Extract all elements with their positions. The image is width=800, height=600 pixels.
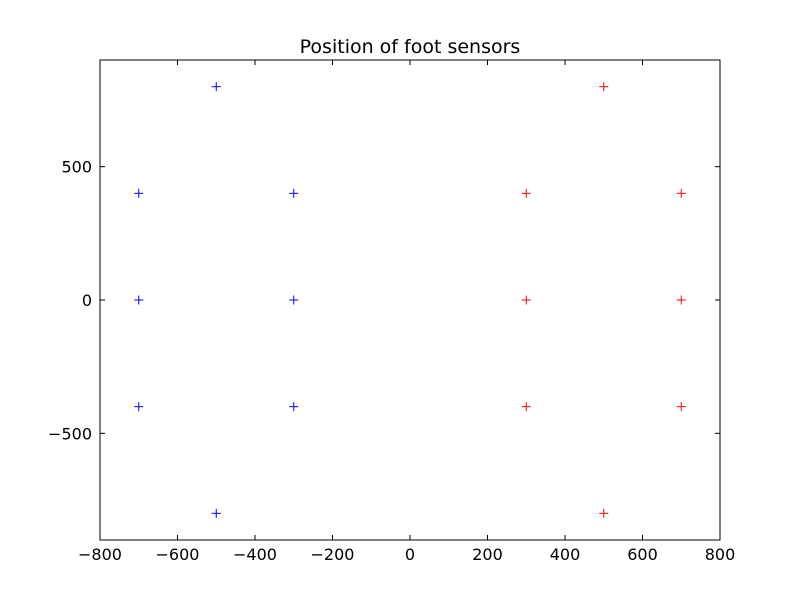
data-point [211,508,221,518]
data-point [134,295,144,305]
data-point [134,402,144,412]
data-point [289,188,299,198]
data-point [289,402,299,412]
x-tick-label: −600 [156,545,200,564]
data-point [521,295,531,305]
axis-ticks: −800 −600 −400 −200 0 200 400 600 800 −500 0 500 [48,60,735,564]
plot-area-frame [99,59,721,541]
data-point [521,402,531,412]
y-tick-label: −500 [48,424,92,443]
x-tick-label: −400 [233,545,277,564]
data-points [134,82,686,518]
data-point [521,188,531,198]
x-tick-label: 400 [550,545,581,564]
x-tick-label: −200 [311,545,355,564]
y-tick-label: 0 [82,291,92,310]
data-point [289,295,299,305]
data-point [134,188,144,198]
data-point [676,402,686,412]
data-point [599,82,609,92]
y-tick-label: 500 [61,158,92,177]
x-tick-label: 0 [405,545,415,564]
x-tick-label: 200 [472,545,503,564]
x-tick-label: 600 [627,545,658,564]
x-tick-label: −800 [78,545,122,564]
data-point [599,508,609,518]
data-point [211,82,221,92]
data-point [676,295,686,305]
chart-title: Position of foot sensors [300,36,521,58]
x-tick-label: 800 [705,545,736,564]
data-point [676,188,686,198]
